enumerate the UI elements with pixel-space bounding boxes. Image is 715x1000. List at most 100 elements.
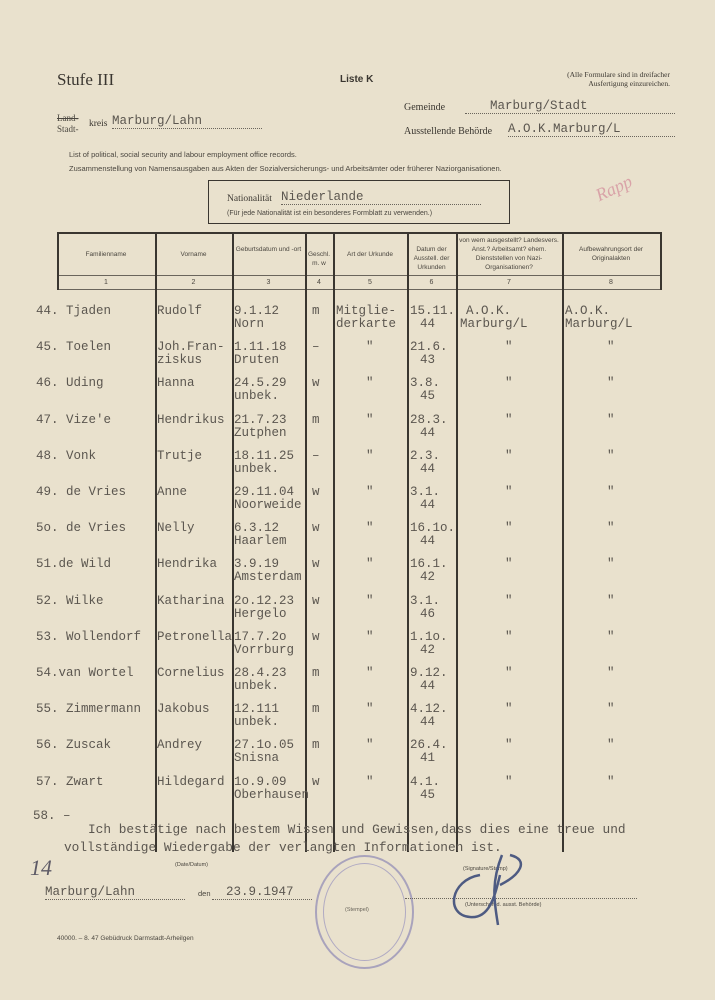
column-header: von wem ausgestellt? Landesvers. Anst.? … bbox=[459, 237, 559, 271]
cell-d1: 21.6. bbox=[410, 340, 448, 355]
stamp-label: (Stempel) bbox=[345, 907, 369, 913]
kreis-value: Marburg/Lahn bbox=[112, 115, 262, 129]
declaration-line-2: vollständige Wiedergabe der verlangten I… bbox=[64, 840, 502, 855]
cell-by: " bbox=[505, 412, 513, 427]
cell-birth: 12.111 bbox=[234, 702, 280, 717]
english-title: List of political, social security and l… bbox=[69, 150, 297, 159]
table-row: 5o. de Vries Nelly 6.3.12 Haarlem w " 16.1o. 44… bbox=[0, 522, 715, 556]
cell-d1: 4.12. bbox=[410, 702, 448, 717]
column-header: Aufbewahrungsort der Originalakten bbox=[579, 246, 643, 262]
nationality-note: (Für jede Nationalität ist ein besondere… bbox=[227, 210, 433, 217]
cell-birth: 17.7.2o bbox=[234, 629, 287, 644]
cell-name: 44. Tjaden bbox=[36, 304, 112, 318]
row-58: 58. – bbox=[33, 809, 71, 823]
header-bottom-rule bbox=[57, 289, 660, 290]
cell-sex: m bbox=[312, 738, 320, 753]
column-number: 8 bbox=[609, 279, 613, 286]
table-row: 52. Wilke Katharina 2o.12.23 Hergelo w " 3.1. 4… bbox=[0, 593, 715, 629]
cell-place: unbek. bbox=[234, 461, 280, 476]
place-value: Marburg/Lahn bbox=[45, 886, 185, 900]
cell-place: unbek. bbox=[234, 679, 280, 693]
cell-art: " bbox=[366, 702, 374, 717]
cell-loc: " bbox=[607, 738, 615, 753]
cell-sex: w bbox=[312, 774, 320, 789]
table-row: 54.van Wortel Cornelius 28.4.23 unbek. m " 9.1… bbox=[0, 667, 715, 701]
cell-sex: – bbox=[312, 448, 320, 463]
gemeinde-label: Gemeinde bbox=[404, 102, 446, 113]
cell-place: Norn bbox=[234, 317, 265, 331]
cell-by: " bbox=[505, 774, 513, 789]
cell-sex: w bbox=[312, 521, 320, 536]
cell-birth: 29.11.04 bbox=[234, 485, 295, 499]
form-note: (Alle Formulare sind in dreifacher Ausfe… bbox=[567, 70, 670, 88]
cell-art: Mitglie- bbox=[336, 304, 397, 318]
cell-place: Zutphen bbox=[234, 425, 287, 440]
cell-d1: 28.3. bbox=[410, 412, 448, 427]
cell-art: " bbox=[366, 774, 374, 789]
cell-d2: 41 bbox=[420, 751, 436, 766]
cell-first: Nelly bbox=[157, 521, 195, 536]
cell-birth: 27.1o.05 bbox=[234, 738, 295, 753]
den-label: den bbox=[198, 889, 211, 898]
cell-by: " bbox=[505, 738, 513, 753]
column-number: 7 bbox=[507, 279, 511, 286]
nationality-box: Nationalität Niederlande (Für jede Natio… bbox=[208, 180, 510, 224]
cell-first: Joh.Fran- bbox=[157, 340, 225, 355]
column-header: Familienname bbox=[85, 251, 127, 258]
date-label: (Date/Datum) bbox=[175, 862, 209, 868]
cell-d2: 43 bbox=[420, 353, 436, 368]
cell-sex: w bbox=[312, 485, 320, 499]
cell-sex: m bbox=[312, 666, 320, 680]
cell-loc: " bbox=[607, 448, 615, 463]
cell-by: " bbox=[505, 557, 513, 572]
behoerde-value: A.O.K.Marburg/L bbox=[508, 123, 675, 137]
cell-d1: 16.1o. bbox=[410, 521, 456, 536]
table-row: 47. Vize'e Hendrikus 21.7.23 Zutphen m " 28.3.… bbox=[0, 412, 715, 448]
nationality-label: Nationalität bbox=[227, 194, 272, 204]
cell-d1: 3.1. bbox=[410, 485, 441, 499]
table-row: 55. Zimmermann Jakobus 12.111 unbek. m " 4.12.… bbox=[0, 703, 715, 737]
column-number: 4 bbox=[317, 279, 321, 286]
cell-art: " bbox=[366, 629, 374, 644]
land-label: Land- bbox=[57, 113, 79, 123]
signature-stamp-label: (Signature/Stamp) bbox=[463, 866, 508, 872]
cell-d1: 3.8. bbox=[410, 376, 441, 391]
column-rule bbox=[305, 232, 307, 852]
cell-place: Oberhausen bbox=[234, 787, 310, 802]
cell-d2: 44 bbox=[420, 534, 436, 549]
cell-place: Noorweide bbox=[234, 498, 302, 512]
cell-sex: w bbox=[312, 629, 320, 644]
german-title: Zusammenstellung von Namensausgaben aus … bbox=[69, 164, 502, 173]
cell-by: " bbox=[505, 485, 513, 499]
cell-place: Amsterdam bbox=[234, 570, 302, 585]
cell-loc: " bbox=[607, 485, 615, 499]
cell-name: 46. Uding bbox=[36, 376, 104, 391]
column-header: Geschl. m. w bbox=[307, 250, 331, 267]
cell-birth: 24.5.29 bbox=[234, 376, 287, 391]
column-number: 2 bbox=[191, 279, 196, 286]
cell-by: " bbox=[505, 448, 513, 463]
cell-first: Jakobus bbox=[157, 702, 210, 717]
cell-first: Cornelius bbox=[157, 666, 225, 680]
stufe-label: Stufe III bbox=[57, 70, 115, 89]
cell-d2: 42 bbox=[420, 570, 436, 585]
table-row: 53. Wollendorf Petronella 17.7.2o Vorrburg w… bbox=[0, 629, 715, 665]
column-header: Datum der Ausstell. der Urkunden bbox=[413, 246, 450, 271]
column-rule bbox=[407, 232, 409, 852]
cell-art: " bbox=[366, 738, 374, 753]
cell-first: Anne bbox=[157, 485, 188, 499]
cell-loc: A.O.K. bbox=[565, 304, 611, 318]
cell-d1: 1.1o. bbox=[410, 629, 448, 644]
cell-d2: 44 bbox=[420, 715, 436, 730]
cell-art: " bbox=[366, 448, 374, 463]
table-row: 57. Zwart Hildegard 1o.9.09 Oberhausen w " 4.1… bbox=[0, 774, 715, 810]
cell-first: Hendrikus bbox=[157, 412, 225, 427]
cell-d1: 2.3. bbox=[410, 448, 441, 463]
cell-place: Druten bbox=[234, 353, 280, 368]
cell-art: " bbox=[366, 485, 374, 499]
cell-birth: 18.11.25 bbox=[234, 448, 295, 463]
column-rule bbox=[155, 232, 157, 852]
behoerde-label: Ausstellende Behörde bbox=[404, 126, 493, 137]
column-number: 5 bbox=[368, 279, 372, 286]
cell-first: Katharina bbox=[157, 593, 225, 608]
